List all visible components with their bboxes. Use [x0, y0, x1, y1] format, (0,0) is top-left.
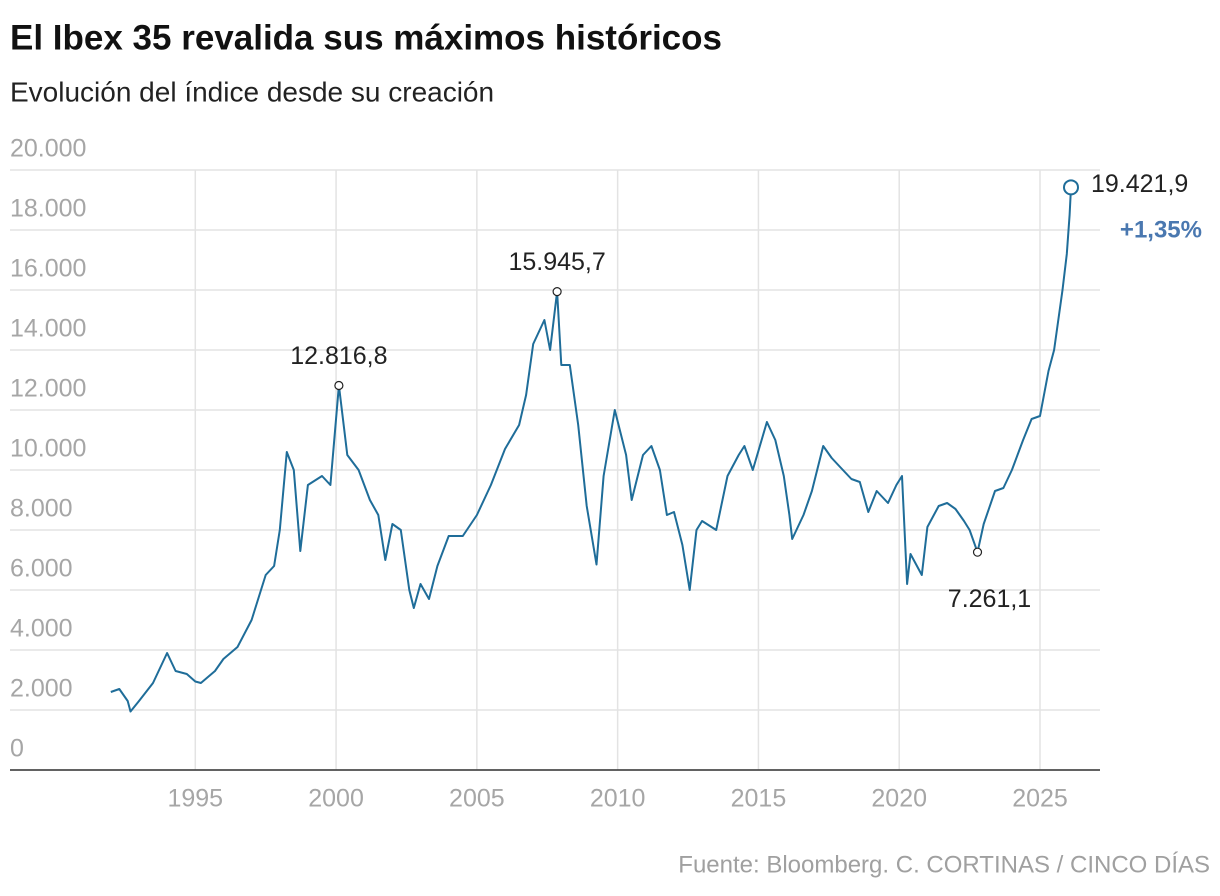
y-tick-label: 8.000 — [10, 495, 73, 523]
x-tick-label: 2000 — [308, 785, 364, 813]
annotation-label: 19.421,9 — [1091, 170, 1188, 198]
y-tick-label: 12.000 — [10, 375, 86, 403]
y-tick-label: 0 — [10, 735, 24, 763]
source: Fuente: Bloomberg. C. CORTINAS / CINCO D… — [678, 851, 1210, 878]
annotation-marker — [334, 380, 344, 391]
line — [110, 187, 1072, 713]
y-tick-label: 14.000 — [10, 315, 86, 343]
annotation-marker — [972, 547, 983, 557]
x-tick-label: 2010 — [590, 785, 646, 813]
y-tick-label: 4.000 — [10, 615, 73, 643]
chart-title: El Ibex 35 revalida sus máximos históric… — [10, 18, 722, 57]
y-tick-label: 6.000 — [10, 555, 73, 583]
annotation-label: 15.945,7 — [508, 248, 605, 276]
y-tick-label: 18.000 — [10, 195, 86, 223]
y-tick-label: 10.000 — [10, 435, 86, 463]
annotation-label: 12.816,8 — [290, 342, 387, 370]
x-tick-label: 2025 — [1012, 785, 1068, 813]
chart-subtitle: Evolución del índice desde su creación — [10, 76, 494, 107]
annotation-marker — [552, 287, 562, 297]
x-tick-label: 1995 — [167, 785, 223, 813]
y-tick-label: 20.000 — [10, 135, 86, 163]
x-tick-label: 2005 — [449, 785, 505, 813]
annotation-marker — [1062, 179, 1079, 196]
x-tick-label: 2015 — [731, 785, 787, 813]
y-tick-label: 2.000 — [10, 675, 73, 703]
x-tick-label: 2020 — [871, 785, 927, 813]
change-label: +1,35% — [1120, 217, 1202, 244]
annotation-label: 7.261,1 — [948, 585, 1031, 613]
y-tick-label: 16.000 — [10, 255, 86, 283]
